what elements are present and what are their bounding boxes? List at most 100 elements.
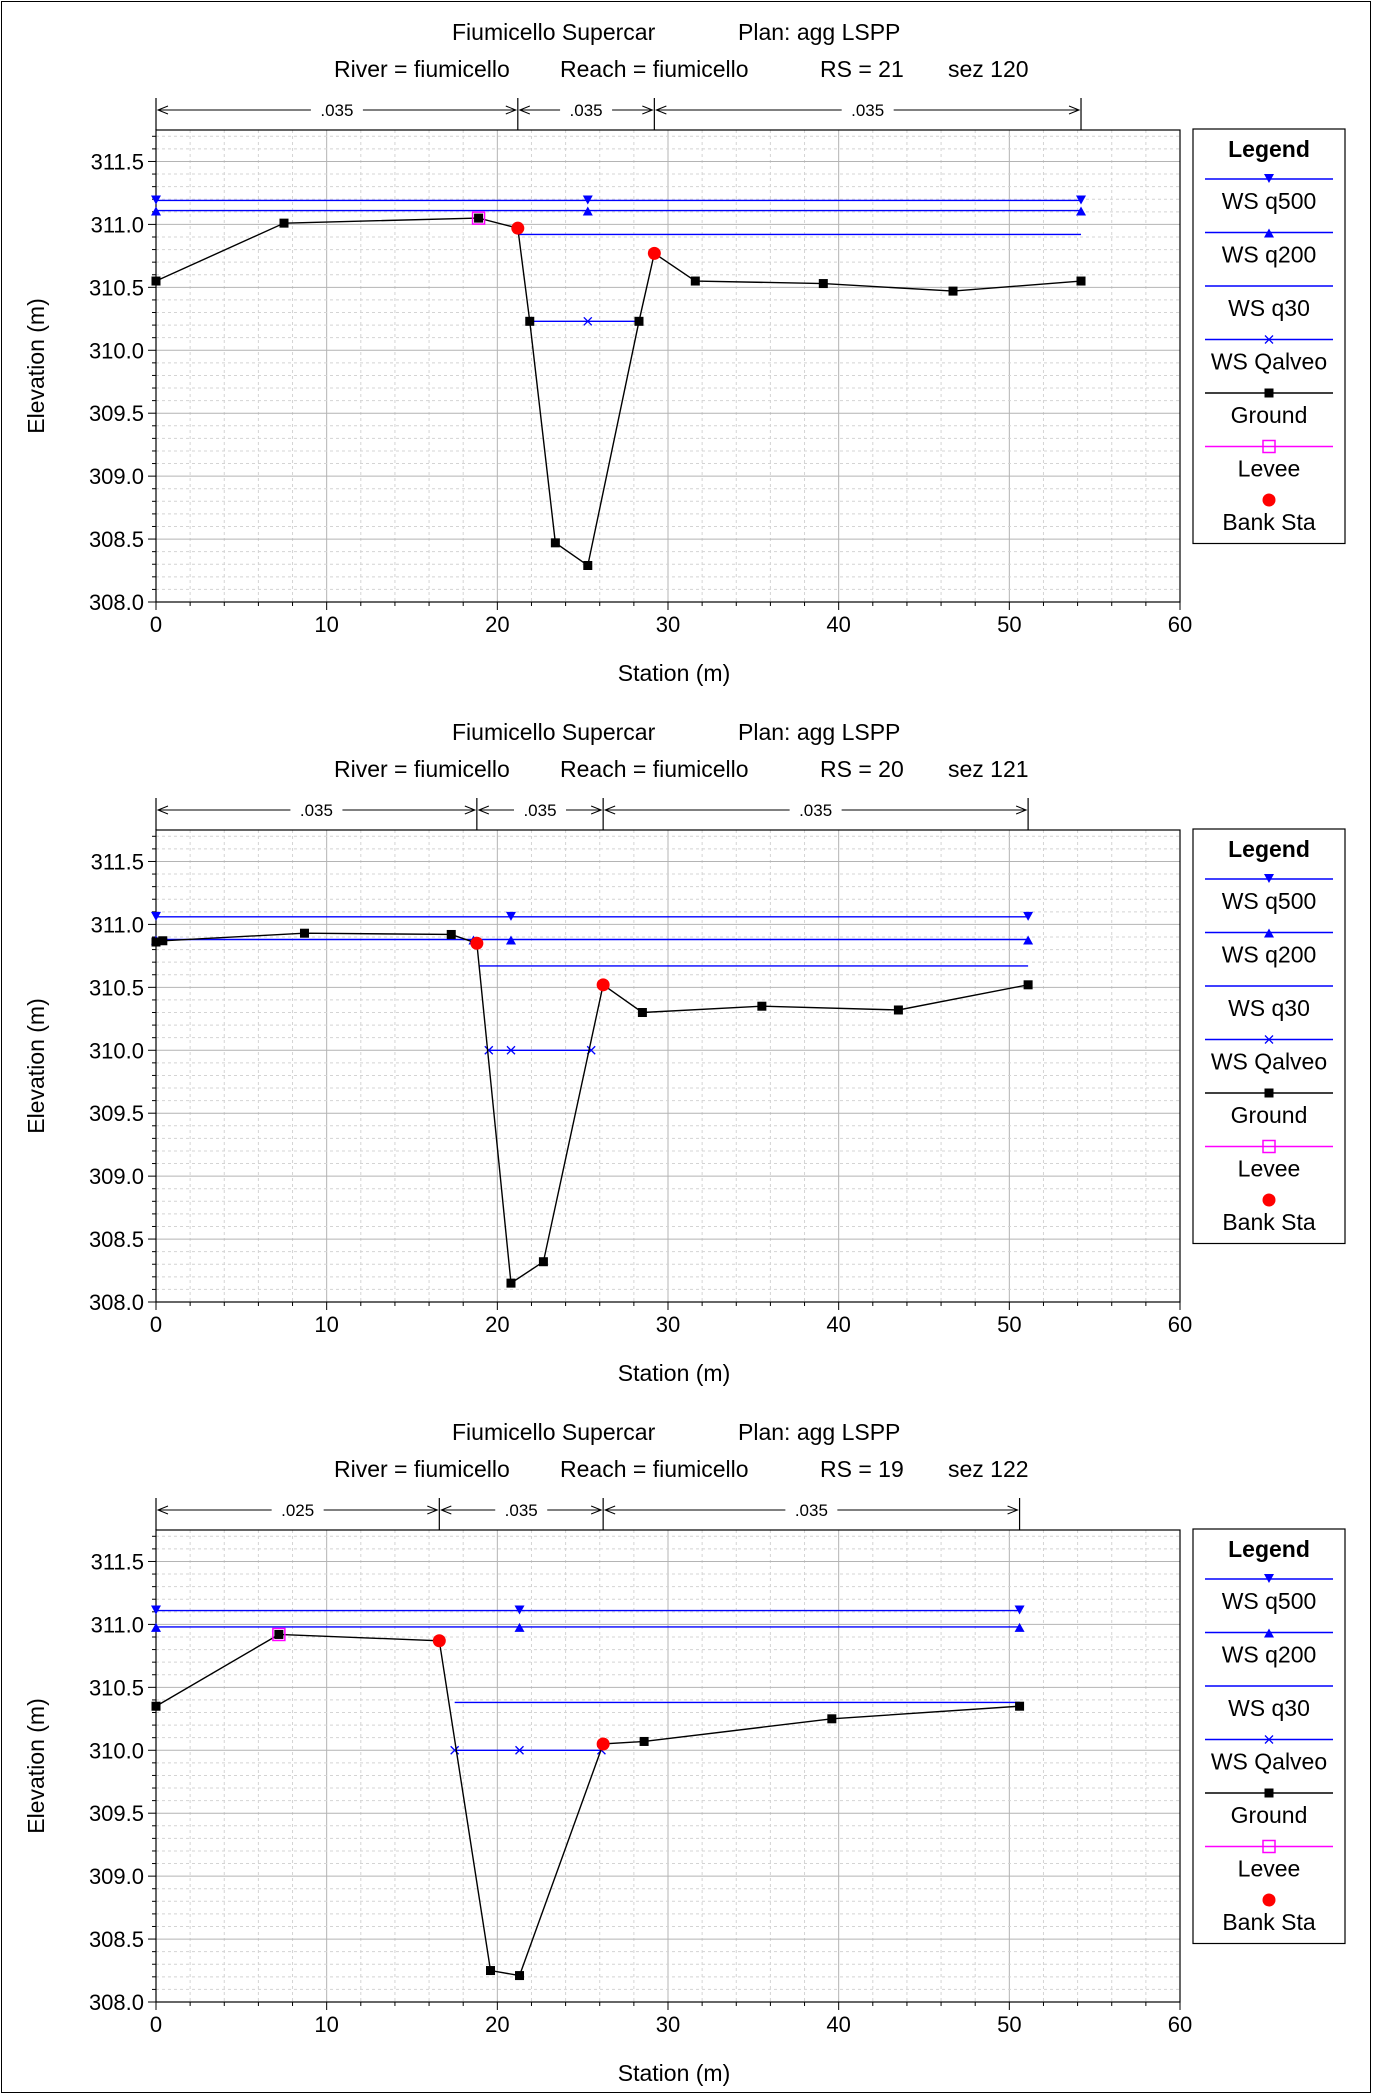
x-tick-label: 50	[997, 1312, 1021, 1337]
y-tick-label: 308.0	[89, 590, 144, 615]
manning-arrowhead	[642, 105, 654, 115]
legend-label-ws-qalveo: WS Qalveo	[1211, 1049, 1327, 1075]
chart-subtitle-part: RS = 19	[820, 1456, 904, 1482]
legend-marker-ground	[1264, 1788, 1274, 1798]
series-ws-q500	[151, 195, 1087, 205]
x-tick-label: 60	[1168, 1312, 1192, 1337]
manning-arrowhead	[1068, 105, 1081, 115]
series-line-ground	[155, 932, 1029, 1285]
y-tick-label: 310.5	[89, 975, 144, 1000]
series-point-ws-q200	[1023, 935, 1034, 945]
manning-n-label: .035	[570, 101, 603, 120]
legend-label-ws-qalveo: WS Qalveo	[1211, 349, 1327, 375]
y-tick-label: 308.0	[89, 1990, 144, 2015]
x-tick-label: 50	[997, 612, 1021, 637]
legend-marker-ws-q500	[1264, 174, 1274, 183]
manning-arrowhead	[1015, 805, 1028, 815]
manning-n-label: .035	[851, 101, 884, 120]
legend-label-ground: Ground	[1231, 1802, 1308, 1828]
series-point-levee	[272, 1627, 286, 1642]
chart-subtitle-part: sez 121	[948, 756, 1029, 782]
series-point-ground	[151, 937, 161, 947]
legend-label-ws-q30: WS q30	[1228, 295, 1310, 321]
series-point-ws-q500	[151, 195, 161, 205]
manning-n-label: .035	[795, 1501, 828, 1520]
series-point-ground	[506, 1278, 516, 1288]
series-point-ground	[690, 276, 700, 286]
y-tick-label: 309.5	[89, 1101, 144, 1126]
manning-arrowhead	[464, 805, 477, 815]
series-point-bank-sta	[470, 936, 484, 950]
legend-label-ws-q30: WS q30	[1228, 1695, 1310, 1721]
manning-arrowhead	[590, 805, 603, 815]
manning-n-label: .035	[799, 801, 832, 820]
x-tick-label: 10	[314, 2012, 338, 2037]
legend-label-ws-qalveo: WS Qalveo	[1211, 1749, 1327, 1775]
series-point-ws-q500	[514, 1605, 525, 1615]
series-point-ws-q200	[514, 1622, 525, 1632]
manning-n-label: .025	[281, 1501, 314, 1520]
y-tick-label: 309.0	[89, 464, 144, 489]
series-point-ground	[827, 1714, 837, 1724]
series-point-ground	[637, 1008, 647, 1018]
chart-subtitle-part: sez 122	[948, 1456, 1029, 1482]
x-axis-label: Station (m)	[618, 1360, 730, 1386]
legend-label-ws-q200: WS q200	[1222, 942, 1317, 968]
x-axis-label: Station (m)	[618, 2060, 730, 2086]
manning-arrowhead	[590, 1505, 603, 1515]
legend-marker-levee	[1262, 1139, 1276, 1154]
chart-subtitle-part: RS = 20	[820, 756, 904, 782]
series-point-ground	[274, 1629, 284, 1639]
series-ws-q500	[151, 911, 1034, 921]
x-tick-label: 0	[150, 1312, 162, 1337]
chart-2: Fiumicello Supercar Plan: agg LSPP River =…	[23, 719, 1346, 1386]
series-point-ground	[474, 213, 484, 223]
legend-label-bank-sta: Bank Sta	[1222, 1209, 1316, 1235]
series-point-ground	[486, 1966, 496, 1976]
series-point-ground	[299, 928, 309, 938]
legend-marker-bank-sta	[1262, 493, 1276, 507]
manning-arrowhead	[439, 1505, 452, 1515]
series-levee	[471, 211, 486, 225]
series-point-ws-q500	[1023, 911, 1034, 921]
series-ground	[151, 928, 1033, 1288]
chart-3: Fiumicello Supercar Plan: agg LSPP River =…	[23, 1419, 1346, 2086]
x-tick-label: 20	[485, 612, 509, 637]
legend-box	[1192, 1528, 1346, 1945]
y-axis-label: Elevation (m)	[23, 298, 49, 433]
y-tick-label: 310.5	[89, 275, 144, 300]
series-point-ground	[1076, 276, 1086, 286]
series-point-bank-sta	[511, 221, 525, 235]
series-point-bank-sta	[596, 978, 610, 992]
legend-label-bank-sta: Bank Sta	[1222, 509, 1316, 535]
series-line-ground	[155, 1633, 1020, 1977]
manning-arrowhead	[1007, 1505, 1019, 1515]
x-tick-label: 40	[826, 2012, 850, 2037]
legend-label-ws-q500: WS q500	[1222, 888, 1317, 914]
chart-subtitle-part: sez 120	[948, 56, 1029, 82]
series-point-ws-qalveo	[506, 1045, 516, 1055]
legend: Legend WS q500 WS q200 WS q30 WS Qalveo Groun…	[1192, 128, 1346, 545]
manning-n-label: .035	[300, 801, 333, 820]
legend-label-ws-q500: WS q500	[1222, 188, 1317, 214]
series-point-ground	[550, 538, 560, 548]
x-tick-label: 20	[485, 1312, 509, 1337]
x-tick-label: 60	[1168, 612, 1192, 637]
chart-subtitle-part: River = fiumicello	[334, 756, 510, 782]
series-line-ground	[155, 217, 1082, 567]
y-tick-label: 310.5	[89, 1675, 144, 1700]
series-point-ground	[583, 560, 593, 570]
chart-title-project: Fiumicello Supercar	[452, 719, 656, 745]
legend-marker-ws-q200	[1264, 928, 1274, 938]
y-tick-label: 309.5	[89, 1801, 144, 1826]
chart-subtitle-part: River = fiumicello	[334, 1456, 510, 1482]
chart-title-plan: Plan: agg LSPP	[738, 19, 900, 45]
legend: Legend WS q500 WS q200 WS q30 WS Qalveo Groun…	[1192, 1528, 1346, 1945]
manning-arrowhead	[427, 1505, 439, 1515]
series-point-bank-sta	[647, 246, 661, 260]
chart-subtitle-part: Reach = fiumicello	[560, 1456, 749, 1482]
series-ground	[151, 213, 1086, 570]
legend-marker-ws-qalveo	[1264, 1735, 1274, 1744]
